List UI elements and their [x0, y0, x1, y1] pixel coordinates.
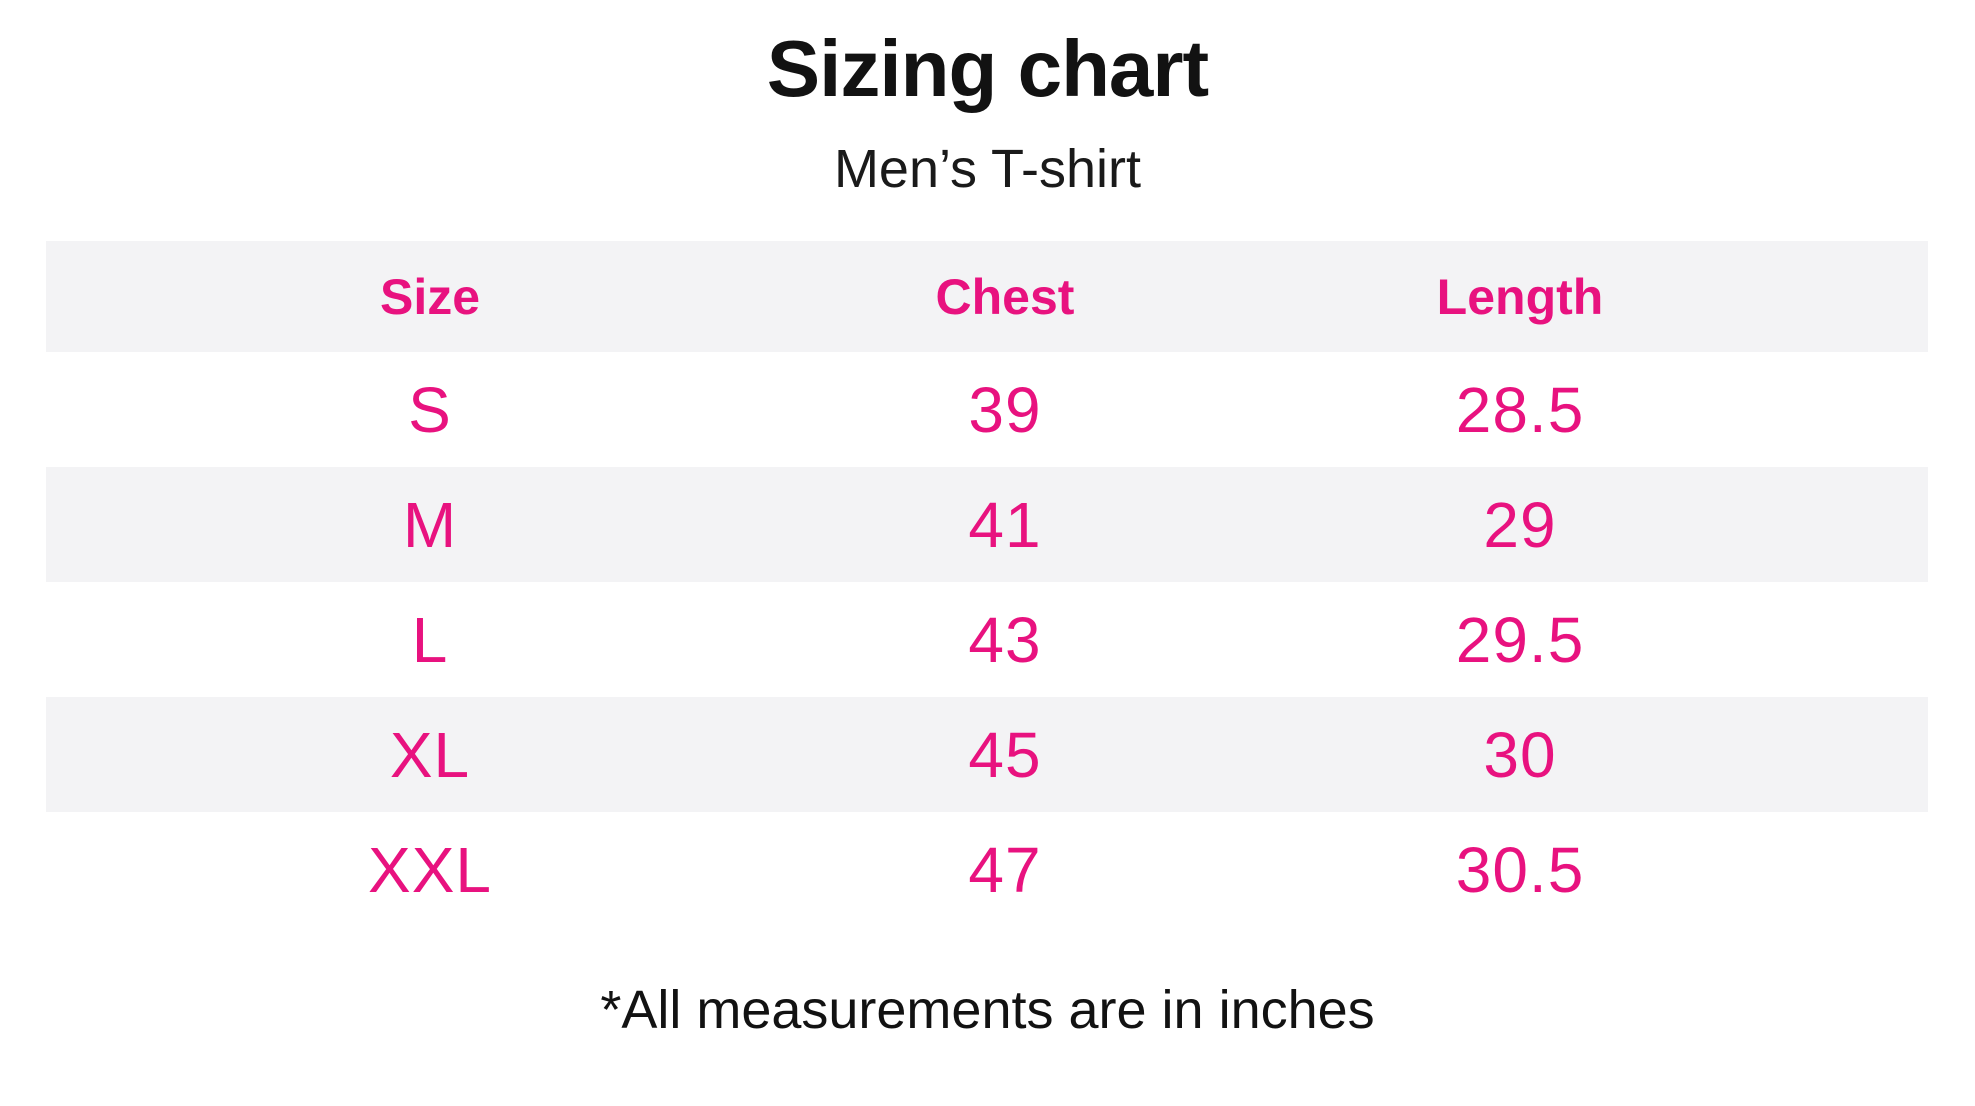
length-value: 29 — [1483, 488, 1557, 561]
size-value: M — [402, 488, 458, 561]
chest-value: 47 — [968, 833, 1042, 906]
length-value: 29.5 — [1455, 603, 1585, 676]
length-value: 30.5 — [1455, 833, 1585, 906]
chest-value: 43 — [968, 603, 1042, 676]
measurement-units-footnote: *All measurements are in inches — [600, 980, 1375, 1040]
length-value: 28.5 — [1455, 373, 1585, 446]
table-row-m: M 41 29 — [46, 467, 1928, 582]
size-value: L — [411, 603, 449, 676]
column-header-chest: Chest — [935, 268, 1075, 325]
column-header-length: Length — [1436, 268, 1604, 325]
size-value: XXL — [368, 833, 492, 906]
size-value: XL — [389, 718, 471, 791]
chest-value: 45 — [968, 718, 1042, 791]
table-header-row: Size Chest Length — [46, 241, 1928, 352]
page-subtitle: Men’s T-shirt — [833, 139, 1142, 199]
column-header-size: Size — [379, 268, 481, 325]
chest-value: 41 — [968, 488, 1042, 561]
size-value: S — [408, 373, 452, 446]
table-row-s: S 39 28.5 — [46, 352, 1928, 467]
table-row-l: L 43 29.5 — [46, 582, 1928, 697]
sizing-table: Size Chest Length S 39 28.5 M 41 29 L 43… — [46, 241, 1928, 927]
length-value: 30 — [1483, 718, 1557, 791]
chest-value: 39 — [968, 373, 1042, 446]
table-row-xl: XL 45 30 — [46, 697, 1928, 812]
table-row-xxl: XXL 47 30.5 — [46, 812, 1928, 927]
page-title: Sizing chart — [766, 24, 1209, 113]
